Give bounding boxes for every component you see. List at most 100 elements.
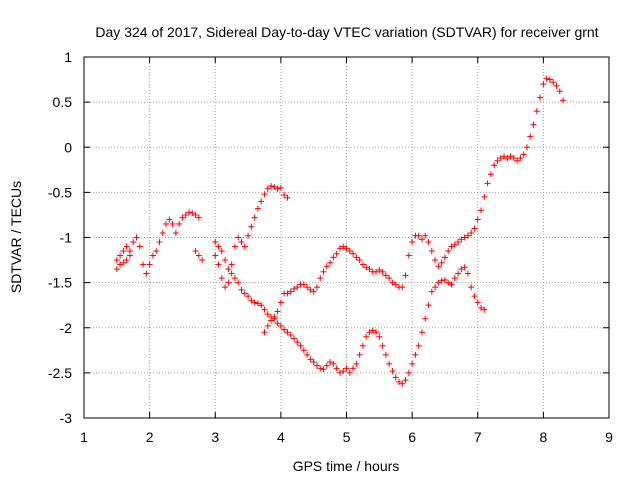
- data-points: [113, 75, 567, 387]
- data-point: [422, 315, 429, 322]
- data-point: [264, 311, 271, 318]
- data-point: [346, 248, 353, 255]
- data-point: [199, 257, 206, 264]
- data-point: [231, 275, 238, 282]
- data-point: [441, 276, 448, 283]
- data-point: [287, 331, 294, 338]
- x-tick-label: 7: [474, 429, 482, 445]
- data-point: [307, 286, 314, 293]
- data-point: [271, 183, 278, 190]
- data-point: [274, 308, 281, 315]
- data-point: [261, 306, 268, 313]
- data-point: [297, 342, 304, 349]
- data-point: [258, 198, 265, 205]
- data-point: [238, 239, 245, 246]
- data-point: [310, 288, 317, 295]
- data-point: [340, 368, 347, 375]
- data-point: [215, 243, 222, 250]
- data-point: [281, 192, 288, 199]
- data-point: [491, 162, 498, 169]
- data-point: [543, 75, 550, 82]
- x-tick-label: 5: [343, 429, 351, 445]
- data-point: [307, 356, 314, 363]
- data-point: [254, 300, 261, 307]
- data-point: [320, 366, 327, 373]
- data-point: [497, 155, 504, 162]
- data-point: [330, 254, 337, 261]
- data-point: [330, 360, 337, 367]
- data-point: [409, 239, 416, 246]
- chart-title: Day 324 of 2017, Sidereal Day-to-day VTE…: [95, 24, 598, 40]
- data-point: [140, 261, 147, 268]
- data-point: [317, 275, 324, 282]
- data-point: [228, 261, 235, 268]
- data-point: [268, 317, 275, 324]
- data-point: [455, 270, 462, 277]
- data-point: [494, 157, 501, 164]
- data-point: [238, 286, 245, 293]
- data-point: [195, 214, 202, 221]
- data-point: [389, 279, 396, 286]
- data-point: [510, 155, 517, 162]
- data-point: [274, 320, 281, 327]
- data-point: [353, 360, 360, 367]
- data-point: [336, 245, 343, 252]
- data-point: [159, 229, 166, 236]
- data-point: [156, 239, 163, 246]
- data-point: [248, 297, 255, 304]
- data-point: [530, 121, 537, 128]
- data-point: [451, 241, 458, 248]
- data-point: [386, 275, 393, 282]
- data-point: [284, 194, 291, 201]
- data-point: [409, 360, 416, 367]
- data-point: [277, 322, 284, 329]
- data-point: [268, 183, 275, 190]
- data-point: [546, 76, 553, 83]
- data-point: [333, 250, 340, 257]
- data-point: [359, 261, 366, 268]
- data-point: [428, 288, 435, 295]
- data-point: [323, 263, 330, 270]
- data-point: [333, 365, 340, 372]
- data-point: [228, 270, 235, 277]
- data-point: [222, 284, 229, 291]
- data-point: [225, 279, 232, 286]
- data-point: [241, 290, 248, 297]
- y-tick-label: -1.5: [48, 275, 72, 291]
- data-point: [379, 268, 386, 275]
- data-point: [478, 207, 485, 214]
- data-point: [471, 293, 478, 300]
- data-point: [445, 248, 452, 255]
- data-point: [432, 257, 439, 264]
- data-point: [405, 252, 412, 259]
- data-point: [560, 97, 567, 104]
- data-point: [527, 133, 534, 140]
- data-point: [366, 266, 373, 273]
- data-point: [258, 302, 265, 309]
- data-point: [353, 254, 360, 261]
- y-axis-label: SDTVAR / TECUs: [8, 181, 24, 293]
- data-point: [327, 359, 334, 366]
- data-point: [501, 153, 507, 160]
- data-point: [556, 88, 563, 95]
- data-point: [254, 205, 261, 212]
- data-point: [425, 302, 432, 309]
- data-point: [304, 284, 311, 291]
- data-point: [281, 326, 288, 333]
- data-point: [192, 211, 199, 218]
- data-point: [130, 239, 137, 246]
- data-point: [287, 288, 294, 295]
- data-point: [356, 351, 363, 358]
- data-point: [507, 153, 514, 160]
- data-point: [350, 250, 357, 257]
- data-point: [363, 264, 370, 271]
- data-point: [553, 82, 560, 89]
- data-point: [195, 252, 202, 259]
- data-point: [415, 342, 422, 349]
- data-point: [376, 266, 383, 273]
- data-point: [169, 220, 176, 227]
- data-point: [176, 220, 183, 227]
- data-point: [186, 209, 192, 216]
- data-point: [317, 365, 324, 372]
